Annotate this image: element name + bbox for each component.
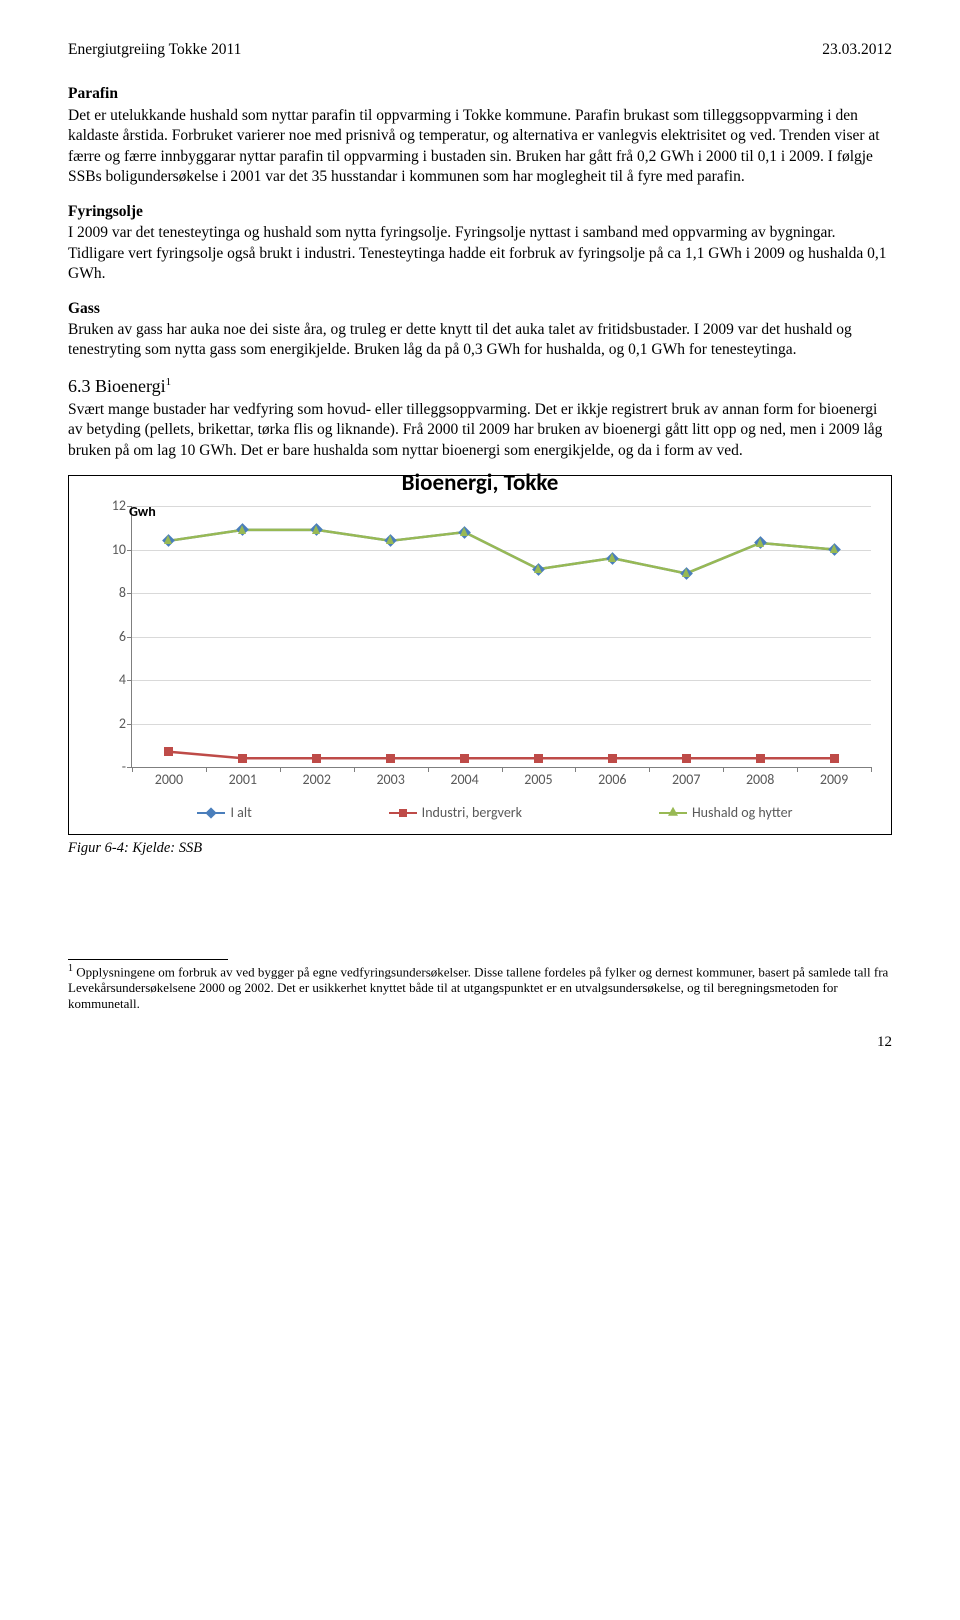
- chart-x-tick-label: 2005: [524, 771, 552, 789]
- section-fyringsolje: Fyringsolje I 2009 var det tenesteytinga…: [68, 202, 892, 285]
- chart-marker: [312, 525, 320, 534]
- chart-marker: [164, 747, 173, 756]
- chart-y-tick-label: 10: [112, 540, 126, 558]
- footnote-rule: [68, 959, 228, 960]
- page-header: Energiutgreiing Tokke 2011 23.03.2012: [68, 40, 892, 60]
- chart-marker: [830, 754, 839, 763]
- chart-legend-label: Hushald og hytter: [692, 804, 793, 822]
- header-left: Energiutgreiing Tokke 2011: [68, 40, 241, 60]
- chart-marker: [386, 535, 394, 544]
- chart-marker: [756, 538, 764, 547]
- chart-marker: [238, 525, 246, 534]
- chart-marker: [460, 527, 468, 536]
- chart-marker: [608, 553, 616, 562]
- chart-x-tick: [132, 767, 133, 772]
- bioenergi-heading: 6.3 Bioenergi1: [68, 375, 892, 399]
- chart-x-tick: [575, 767, 576, 772]
- footnote-mark: 1: [68, 963, 73, 974]
- section-bioenergi: 6.3 Bioenergi1 Svært mange bustader har …: [68, 375, 892, 461]
- chart-y-tick-label: 2: [119, 714, 126, 732]
- page-number: 12: [68, 1033, 892, 1053]
- chart-x-tick: [723, 767, 724, 772]
- fyringsolje-body: I 2009 var det tenesteytinga og hushald …: [68, 223, 892, 284]
- chart-marker: [830, 544, 838, 553]
- section-gass: Gass Bruken av gass har auka noe dei sis…: [68, 299, 892, 361]
- chart-x-tick-label: 2007: [672, 771, 700, 789]
- bioenergi-chart: Bioenergi, Tokke Gwh -24681012 200020012…: [68, 475, 892, 835]
- chart-legend-swatch: [389, 812, 417, 815]
- chart-legend: I alt Industri, bergverk Hushald og hytter: [69, 796, 891, 834]
- parafin-body: Det er utelukkande hushald som nyttar pa…: [68, 106, 892, 188]
- chart-x-tick: [649, 767, 650, 772]
- chart-y-tick-label: 6: [119, 627, 126, 645]
- chart-x-tick-label: 2006: [598, 771, 626, 789]
- chart-plot-area: Gwh -24681012 20002001200220032004200520…: [131, 506, 871, 768]
- chart-x-tick: [280, 767, 281, 772]
- chart-x-tick-label: 2008: [746, 771, 774, 789]
- chart-series-line: [169, 530, 834, 574]
- chart-marker: [682, 754, 691, 763]
- figure-caption: Figur 6-4: Kjelde: SSB: [68, 839, 892, 858]
- chart-y-tick-label: 8: [119, 584, 126, 602]
- chart-title: Bioenergi, Tokke: [69, 468, 891, 498]
- chart-legend-swatch: [197, 812, 225, 815]
- chart-legend-marker-icon: [668, 807, 678, 816]
- section-parafin: Parafin Det er utelukkande hushald som n…: [68, 84, 892, 187]
- chart-y-tick-label: 12: [112, 497, 126, 515]
- chart-x-tick: [206, 767, 207, 772]
- chart-x-tick: [871, 767, 872, 772]
- fyringsolje-heading: Fyringsolje: [68, 202, 892, 222]
- chart-x-tick: [354, 767, 355, 772]
- chart-legend-swatch: [659, 812, 687, 815]
- chart-x-tick-label: 2009: [820, 771, 848, 789]
- chart-legend-item: I alt: [197, 804, 251, 822]
- footnote: 1 Opplysningene om forbruk av ved bygger…: [68, 963, 892, 1013]
- chart-y-tick-label: 4: [119, 671, 126, 689]
- chart-marker: [534, 754, 543, 763]
- chart-marker: [756, 754, 765, 763]
- chart-x-tick: [797, 767, 798, 772]
- chart-legend-marker-icon: [399, 809, 407, 817]
- chart-x-tick-label: 2000: [155, 771, 183, 789]
- chart-legend-item: Industri, bergverk: [389, 804, 522, 822]
- chart-legend-marker-icon: [206, 808, 217, 819]
- chart-plot: Bioenergi, Tokke Gwh -24681012 200020012…: [69, 476, 891, 796]
- chart-marker: [534, 564, 542, 573]
- bioenergi-body: Svært mange bustader har vedfyring som h…: [68, 400, 892, 461]
- chart-marker: [608, 754, 617, 763]
- chart-series-line: [169, 752, 834, 759]
- chart-legend-label: Industri, bergverk: [422, 804, 522, 822]
- gass-heading: Gass: [68, 299, 892, 319]
- bioenergi-footnote-mark: 1: [166, 376, 172, 388]
- chart-x-tick-label: 2003: [376, 771, 404, 789]
- chart-x-tick-label: 2001: [229, 771, 257, 789]
- parafin-heading: Parafin: [68, 84, 892, 104]
- gass-body: Bruken av gass har auka noe dei siste år…: [68, 320, 892, 361]
- chart-legend-item: Hushald og hytter: [659, 804, 793, 822]
- bioenergi-title: Bioenergi: [95, 376, 166, 396]
- chart-legend-label: I alt: [230, 804, 251, 822]
- chart-marker: [238, 754, 247, 763]
- bioenergi-num: 6.3: [68, 376, 91, 396]
- chart-x-tick-label: 2002: [303, 771, 331, 789]
- footnote-text: Opplysningene om forbruk av ved bygger p…: [68, 964, 888, 1012]
- header-date: 23.03.2012: [822, 40, 892, 60]
- chart-marker: [460, 754, 469, 763]
- chart-marker: [386, 754, 395, 763]
- chart-x-tick: [428, 767, 429, 772]
- chart-x-tick: [502, 767, 503, 772]
- chart-marker: [312, 754, 321, 763]
- chart-marker: [682, 568, 690, 577]
- chart-x-tick-label: 2004: [450, 771, 478, 789]
- chart-marker: [164, 535, 172, 544]
- chart-y-tick-label: -: [122, 758, 126, 776]
